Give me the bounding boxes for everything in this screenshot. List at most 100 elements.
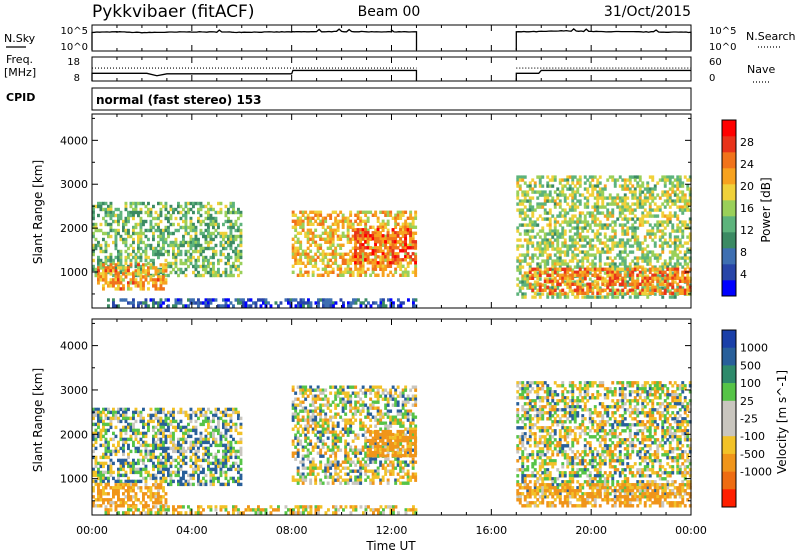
- power-cell: [112, 284, 115, 288]
- power-cell: [301, 222, 305, 226]
- power-cell: [399, 264, 403, 268]
- power-cell: [676, 175, 680, 179]
- power-cell: [631, 184, 635, 188]
- power-cell: [681, 265, 685, 269]
- power-cell: [523, 193, 527, 197]
- power-cell: [688, 288, 692, 292]
- power-cell: [631, 217, 635, 221]
- power-cell: [656, 220, 660, 224]
- power-cell: [149, 222, 153, 227]
- power-cell: [593, 273, 597, 277]
- power-cell: [608, 276, 612, 280]
- power-cell: [573, 282, 577, 286]
- velocity-cell: [192, 443, 195, 448]
- velocity-cell: [237, 413, 240, 418]
- power-cell: [159, 231, 163, 236]
- power-cell: [349, 270, 353, 274]
- freq-tick-bottom: 8: [74, 73, 80, 84]
- velocity-cell: [119, 461, 123, 466]
- velocity-cell: [209, 425, 213, 430]
- power-cell: [636, 295, 640, 299]
- power-colorbar-swatch: [722, 280, 736, 297]
- power-cell: [611, 196, 615, 200]
- velocity-cell: [112, 492, 115, 496]
- power-cell: [219, 231, 223, 236]
- power-cell: [648, 202, 652, 206]
- power-cell: [194, 267, 198, 272]
- power-cell: [618, 282, 622, 286]
- velocity-cell: [109, 458, 113, 463]
- power-cell: [409, 258, 413, 262]
- power-cell: [538, 292, 542, 296]
- velocity-cell: [177, 443, 180, 448]
- velocity-cell: [157, 486, 160, 490]
- power-cell: [628, 295, 632, 299]
- power-cell: [548, 244, 552, 248]
- power-cell: [576, 295, 580, 299]
- power-cell: [381, 264, 385, 268]
- velocity-cell: [224, 419, 228, 424]
- power-cell: [628, 208, 632, 212]
- velocity-cell: [134, 431, 138, 436]
- velocity-cell: [144, 501, 148, 505]
- power-cell: [99, 228, 103, 233]
- power-cell: [631, 267, 635, 271]
- power-cell: [573, 232, 577, 236]
- power-cell: [536, 205, 540, 209]
- power-cell: [239, 298, 243, 302]
- power-cell: [411, 216, 415, 220]
- power-cell: [356, 273, 360, 277]
- power-cell: [234, 255, 238, 260]
- power-cell: [543, 250, 547, 254]
- power-cell: [551, 270, 555, 274]
- power-cell: [374, 258, 378, 262]
- power-cell: [538, 193, 542, 197]
- power-cell: [117, 275, 120, 279]
- power-cell: [641, 259, 645, 263]
- power-cell: [543, 190, 547, 194]
- power-cell: [237, 228, 240, 233]
- power-cell: [613, 229, 617, 233]
- velocity-cell: [224, 443, 228, 448]
- power-cell: [523, 214, 527, 218]
- power-cell: [149, 228, 153, 233]
- velocity-cell: [124, 410, 128, 415]
- power-cell: [596, 247, 600, 251]
- velocity-cell: [299, 388, 303, 392]
- power-cell: [361, 270, 365, 274]
- power-cell: [618, 238, 622, 242]
- velocity-cell: [162, 461, 165, 466]
- power-cell: [194, 258, 198, 263]
- power-cell: [521, 259, 525, 263]
- power-cell: [586, 229, 590, 233]
- velocity-cell: [94, 440, 98, 445]
- power-cell: [399, 243, 402, 247]
- velocity-cell: [112, 470, 115, 475]
- power-cell: [613, 273, 617, 277]
- power-cell: [142, 219, 145, 224]
- power-cell: [366, 258, 370, 262]
- power-cell: [127, 281, 130, 285]
- velocity-cell: [182, 470, 185, 475]
- power-cell: [676, 181, 680, 185]
- power-cell: [122, 237, 125, 242]
- velocity-cell: [301, 418, 305, 422]
- velocity-cell: [239, 449, 243, 454]
- power-cell: [374, 237, 377, 241]
- power-cell: [334, 231, 338, 235]
- power-cell: [222, 298, 225, 302]
- freq-tick-top: 18: [67, 57, 80, 68]
- power-cell: [376, 225, 380, 229]
- power-cell: [294, 234, 298, 238]
- velocity-cell: [239, 422, 243, 427]
- power-cell: [538, 247, 542, 251]
- power-cell: [346, 222, 350, 226]
- power-cell: [686, 241, 690, 245]
- power-cell: [361, 255, 365, 259]
- power-cell: [673, 288, 677, 292]
- power-cell: [548, 279, 552, 283]
- velocity-cell: [304, 454, 308, 458]
- power-cell: [299, 252, 303, 256]
- power-cell: [623, 223, 627, 227]
- power-cell: [142, 266, 145, 270]
